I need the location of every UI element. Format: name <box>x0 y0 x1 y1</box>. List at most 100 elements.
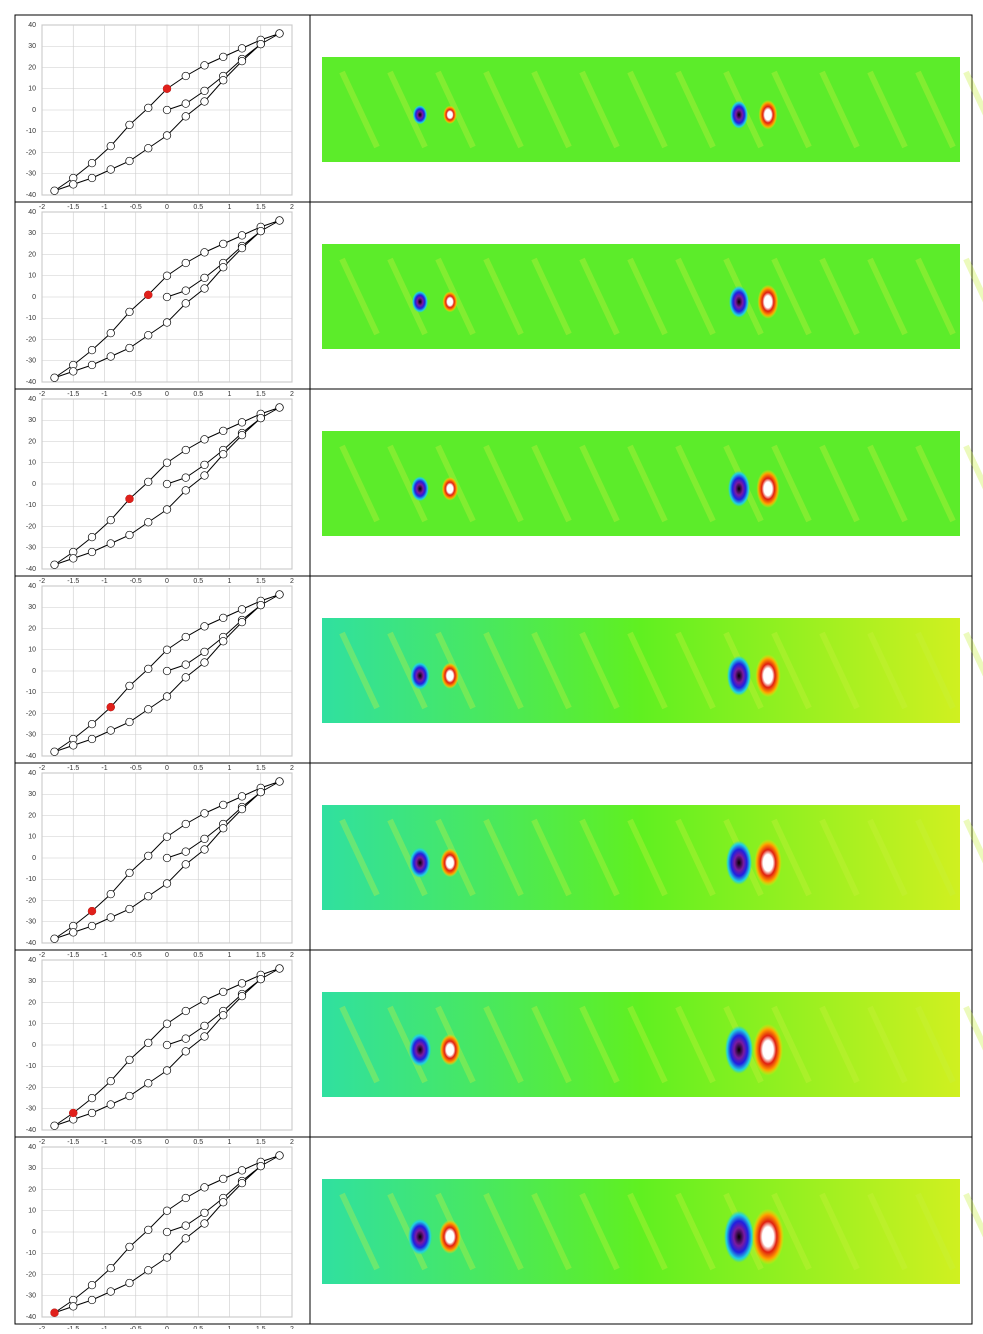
data-point <box>200 1183 209 1192</box>
data-point <box>181 1193 190 1203</box>
y-tick-label: 30 <box>28 604 36 611</box>
heatmap-blob <box>409 847 431 878</box>
data-point <box>181 632 190 642</box>
y-tick-label: 30 <box>28 417 36 424</box>
data-point <box>162 1253 172 1262</box>
heatmap-blob <box>439 1034 461 1066</box>
data-point <box>200 647 209 657</box>
y-tick-label: 10 <box>28 1021 36 1028</box>
x-tick-label: -1 <box>101 765 107 772</box>
y-tick-label: 10 <box>28 647 36 654</box>
heatmap-stripe <box>339 631 380 710</box>
y-tick-label: 0 <box>32 481 36 488</box>
heatmap-stripe <box>819 1005 860 1084</box>
heatmap-stripe <box>819 818 860 897</box>
x-tick-label: 1 <box>228 391 232 398</box>
y-tick-label: 0 <box>32 668 36 675</box>
x-tick-label: 2 <box>290 204 294 211</box>
x-tick-label: 0 <box>165 391 169 398</box>
heatmap-stripe <box>483 1005 524 1084</box>
data-point <box>106 1263 115 1273</box>
data-point <box>237 979 247 988</box>
x-tick-label: -1.5 <box>67 578 79 585</box>
y-tick-label: -40 <box>26 566 36 573</box>
heatmap-stripe <box>675 257 716 336</box>
y-tick-label: -40 <box>26 753 36 760</box>
y-tick-label: -30 <box>26 1293 36 1300</box>
data-point <box>219 800 228 810</box>
y-tick-label: 10 <box>28 460 36 467</box>
data-point <box>106 141 115 151</box>
heatmap-stripe <box>483 818 524 897</box>
heatmap-stripe <box>339 1192 380 1271</box>
data-point <box>275 777 284 786</box>
data-point <box>181 258 190 268</box>
data-point <box>200 1032 209 1041</box>
data-point <box>200 1021 209 1031</box>
data-point <box>256 600 265 610</box>
data-point <box>256 1161 265 1171</box>
heatmap-stripe <box>627 1192 668 1271</box>
data-point <box>219 987 228 997</box>
data-point <box>181 660 190 669</box>
outer-border <box>14 14 973 1325</box>
y-tick-label: -10 <box>26 502 36 509</box>
data-point <box>87 547 97 557</box>
x-tick-label: 1.5 <box>256 391 266 398</box>
data-point <box>237 231 247 240</box>
data-point <box>219 239 228 249</box>
current-point <box>50 1308 59 1317</box>
data-point <box>50 1121 59 1130</box>
data-point <box>181 71 190 81</box>
heatmap-stripe <box>867 70 908 149</box>
data-point <box>237 804 247 814</box>
data-point <box>106 515 115 525</box>
y-tick-label: -40 <box>26 379 36 386</box>
data-point <box>181 673 190 682</box>
data-point <box>162 879 172 888</box>
data-point <box>200 61 209 70</box>
data-point <box>237 617 247 627</box>
y-tick-label: 0 <box>32 107 36 114</box>
x-tick-label: 0.5 <box>193 1139 203 1146</box>
heatmap-stripe <box>339 444 380 523</box>
y-tick-label: 40 <box>28 1144 36 1151</box>
data-point <box>219 1174 228 1184</box>
data-point <box>219 1198 228 1207</box>
data-point <box>125 343 134 353</box>
x-tick-label: -2 <box>39 578 45 585</box>
data-point <box>200 86 209 96</box>
data-point <box>219 76 228 85</box>
data-point <box>125 904 134 914</box>
data-point <box>50 186 59 195</box>
data-point <box>256 226 265 236</box>
y-tick-label: -20 <box>26 897 36 904</box>
x-tick-label: -1 <box>101 952 107 959</box>
data-point <box>144 1038 153 1048</box>
x-tick-label: 1 <box>228 765 232 772</box>
heatmap-stripe <box>819 444 860 523</box>
data-point <box>237 44 247 53</box>
data-point <box>237 430 247 440</box>
y-tick-label: 0 <box>32 1042 36 1049</box>
y-tick-label: -40 <box>26 1314 36 1321</box>
data-point <box>162 1040 172 1050</box>
current-point <box>125 494 134 504</box>
heatmap-stripe <box>339 1005 380 1084</box>
y-tick-label: -10 <box>26 689 36 696</box>
heatmap-blob <box>754 839 782 887</box>
heatmap-blob <box>752 1208 784 1265</box>
data-point <box>219 52 228 62</box>
data-point <box>162 318 172 327</box>
y-tick-label: 10 <box>28 1208 36 1215</box>
x-tick-label: -2 <box>39 391 45 398</box>
heatmap-stripe <box>483 444 524 523</box>
heatmap-stripe <box>531 1192 572 1271</box>
x-tick-label: 0.5 <box>193 765 203 772</box>
data-point <box>200 834 209 844</box>
heatmap-blob <box>408 1033 432 1067</box>
heatmap-stripe <box>771 818 812 897</box>
heatmap-stripe <box>627 1005 668 1084</box>
